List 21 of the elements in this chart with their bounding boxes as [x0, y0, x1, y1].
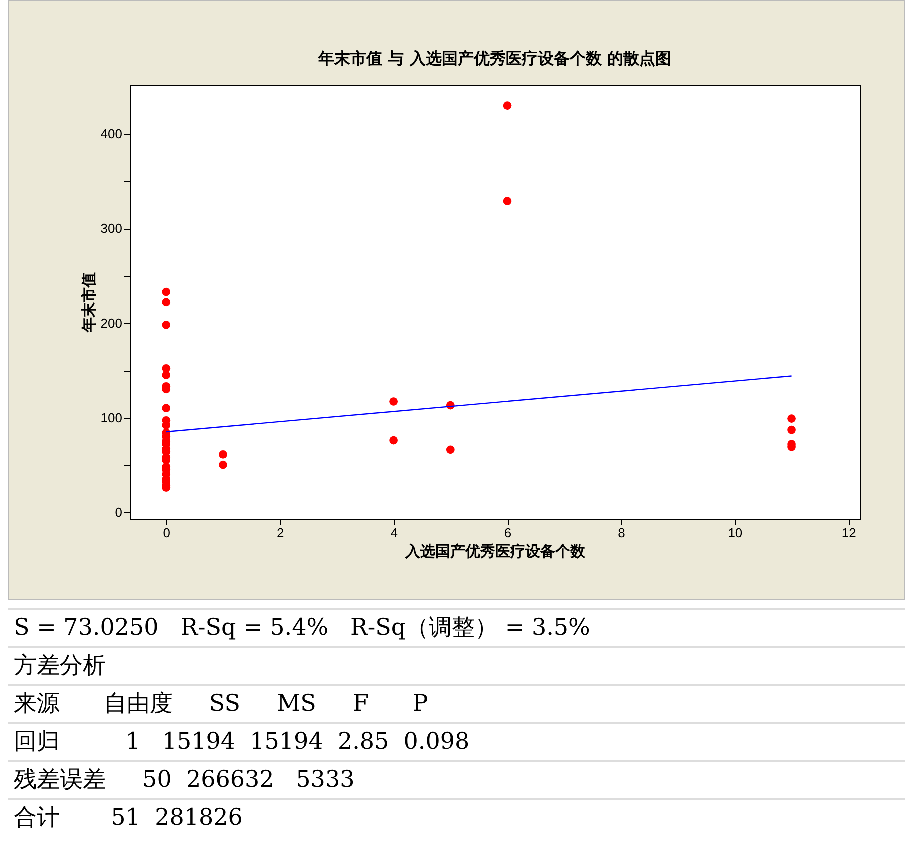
x-tick-label: 0 — [163, 526, 171, 540]
text: 合计 51 281826 — [8, 798, 905, 836]
x-tick-label: 6 — [504, 526, 512, 540]
y-tick-label: 400 — [100, 126, 122, 142]
x-tick-label: 12 — [842, 526, 856, 540]
x-axis-title: 入选国产优秀医疗设备个数 — [404, 542, 586, 560]
text: S = 73.0250 R-Sq = 5.4% R-Sq（调整） = 3.5% — [8, 608, 905, 646]
text: 回归 1 15194 15194 2.85 0.098 — [8, 722, 905, 760]
y-tick-label: 100 — [100, 410, 122, 426]
source-note: 来源 自由度 SS MS F P — [8, 684, 905, 722]
x-tick-label: 10 — [728, 526, 743, 540]
y-tick-label: 200 — [100, 316, 122, 331]
x-tick-label: 4 — [390, 526, 398, 540]
y-tick-label: 300 — [100, 221, 122, 236]
x-tick-label: 8 — [618, 526, 626, 540]
x-tick-label: 2 — [276, 526, 284, 540]
text: 残差误差 50 266632 5333 — [8, 760, 905, 798]
chart-title: 年末市值 与 入选国产优秀医疗设备个数 的散点图 — [318, 49, 672, 68]
text: 方差分析 — [8, 646, 905, 684]
y-tick-label: 0 — [115, 504, 122, 520]
y-axis-title: 年末市值 — [80, 272, 98, 334]
